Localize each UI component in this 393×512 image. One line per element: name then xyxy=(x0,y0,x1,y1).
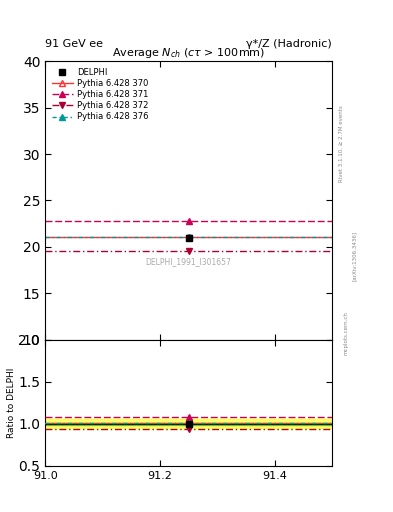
Text: [arXiv:1306.3436]: [arXiv:1306.3436] xyxy=(352,231,357,281)
Y-axis label: Ratio to DELPHI: Ratio to DELPHI xyxy=(7,368,16,438)
Text: Rivet 3.1.10, ≥ 2.7M events: Rivet 3.1.10, ≥ 2.7M events xyxy=(339,105,344,182)
Bar xyxy=(45,422,332,425)
Text: 91 GeV ee: 91 GeV ee xyxy=(45,38,103,49)
Text: DELPHI_1991_I301657: DELPHI_1991_I301657 xyxy=(146,257,231,266)
Bar xyxy=(45,419,332,429)
Text: mcplots.cern.ch: mcplots.cern.ch xyxy=(344,311,349,355)
Text: γ*/Z (Hadronic): γ*/Z (Hadronic) xyxy=(246,38,332,49)
Title: Average $N_{ch}$ ($c\tau$ > 100mm): Average $N_{ch}$ ($c\tau$ > 100mm) xyxy=(112,46,265,60)
Legend: DELPHI, Pythia 6.428 370, Pythia 6.428 371, Pythia 6.428 372, Pythia 6.428 376: DELPHI, Pythia 6.428 370, Pythia 6.428 3… xyxy=(50,66,151,124)
